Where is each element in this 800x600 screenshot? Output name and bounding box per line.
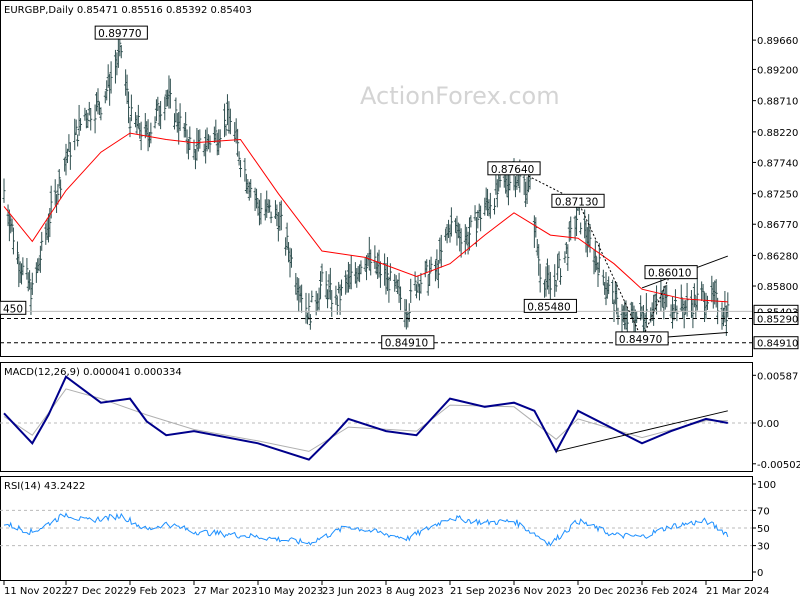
price-annotation-label: 0.84970	[619, 334, 662, 346]
price-annotation-box	[487, 161, 541, 176]
macd-layer	[0, 375, 752, 461]
macd-line	[3, 375, 728, 461]
price-axis-label: 0.86280	[757, 251, 798, 262]
price-axis-label: 0.89200	[757, 65, 798, 76]
price-axis-box	[753, 336, 799, 350]
price-axis-label: 0.88710	[757, 97, 798, 108]
price-axis-label: 0.88220	[757, 128, 798, 139]
date-axis-label: 27 Dec 2022	[66, 586, 130, 597]
axis-layer: 0.89660 0.89200 0.88710 0.88220 0.87740 0.872…	[3, 36, 800, 597]
price-layer: 0.89770 0.87640 0.87130 0.86010 0.85480 0.849…	[0, 25, 752, 350]
date-axis-label: 21 Sep 2023	[450, 586, 513, 597]
date-axis-label: 6 Nov 2023	[514, 586, 572, 597]
price-annotation-label: 0.87130	[555, 196, 598, 208]
price-axis-label: 0.86770	[757, 220, 798, 231]
macd-axis-label: 0.00587	[757, 371, 798, 382]
rsi-axis-label: 30	[757, 542, 770, 553]
date-axis-label: 6 Feb 2024	[642, 586, 698, 597]
price-annotation-label: 0.85480	[527, 301, 570, 313]
price-annotation-box	[381, 335, 435, 350]
date-axis-label: 8 Aug 2023	[386, 586, 444, 597]
rsi-header: RSI(14) 43.2422	[4, 481, 85, 492]
rsi-axis-label: 70	[757, 506, 770, 517]
watermark: ActionForex.com	[360, 82, 560, 110]
price-header: EURGBP,Daily 0.85471 0.85516 0.85392 0.8…	[4, 5, 252, 16]
swing-dotted-line	[641, 272, 672, 340]
price-annotation-label: 0.86010	[648, 268, 691, 280]
price-annotation-box	[644, 265, 698, 280]
rsi-line	[3, 512, 729, 547]
price-axis-label: 0.85290	[757, 315, 798, 326]
price-annotation-box	[94, 25, 148, 40]
date-axis-label: 21 Mar 2024	[706, 586, 769, 597]
rsi-axis-label: 50	[757, 524, 770, 535]
price-axis-label: 0.89660	[757, 36, 798, 47]
rsi-axis-label: 0	[757, 568, 763, 579]
moving-average-line	[3, 132, 728, 303]
date-axis-label: 27 Mar 2023	[194, 586, 257, 597]
price-axis-label: 0.87250	[757, 190, 798, 201]
price-annotation-label: 0.89770	[98, 28, 141, 40]
price-annotation-label: 0.87640	[491, 164, 534, 176]
price-annotation-box	[551, 193, 605, 208]
rsi-layer	[0, 509, 752, 547]
price-axis-label: 0.85800	[757, 282, 798, 293]
price-annotation-label: 0.84910	[385, 338, 428, 350]
price-annotation-label: 450	[3, 303, 23, 315]
price-annotation-box	[0, 300, 27, 315]
price-annotation-box	[523, 298, 577, 313]
date-axis-label: 23 Jun 2023	[322, 586, 382, 597]
macd-panel	[0, 362, 753, 472]
swing-dotted-line	[577, 201, 643, 340]
macd-trendline	[556, 410, 728, 452]
macd-signal-line	[3, 388, 728, 452]
price-panel	[0, 0, 753, 357]
date-axis-label: 9 Feb 2023	[130, 586, 186, 597]
date-axis-label: 11 Nov 2022	[4, 586, 68, 597]
macd-axis-label: 0.00	[757, 419, 779, 430]
macd-header: MACD(12,26,9) 0.000041 0.000334	[4, 367, 182, 378]
price-annotation-box	[615, 331, 669, 346]
rsi-panel	[0, 476, 753, 581]
date-axis-label: 20 Dec 2023	[578, 586, 642, 597]
price-axis-box	[753, 312, 799, 326]
price-axis-label: 0.84910	[757, 339, 798, 350]
price-axis-label: 0.87740	[757, 158, 798, 169]
rsi-axis-label: 100	[757, 480, 776, 491]
date-axis-label: 10 May 2023	[258, 586, 323, 597]
